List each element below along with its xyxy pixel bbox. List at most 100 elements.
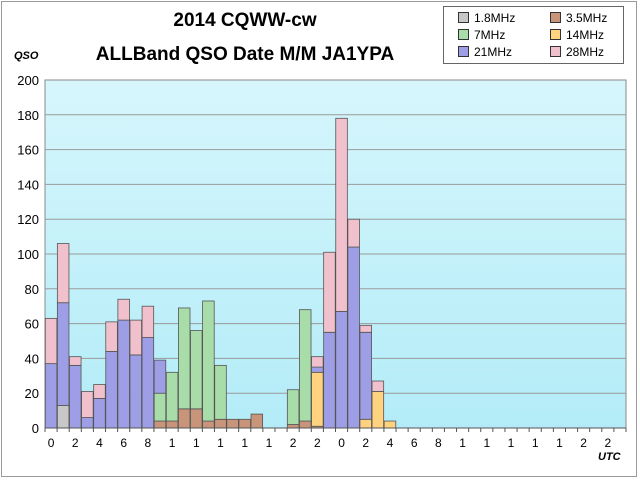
bar-segment-3-5mhz: [153, 420, 167, 429]
bar-segment-3-5mhz: [202, 420, 215, 429]
bar-segment-28mhz: [311, 356, 324, 368]
bar-segment-21mhz: [347, 246, 360, 429]
bar-segment-28mhz: [56, 243, 70, 304]
x-tick-label: 2: [580, 436, 587, 450]
x-tick-label: 4: [387, 436, 394, 450]
bar-segment-28mhz: [323, 251, 336, 333]
legend-item: 3.5MHz: [550, 11, 607, 25]
legend-swatch: [550, 46, 561, 57]
bar-segment-3-5mhz: [165, 420, 179, 429]
legend-swatch: [550, 12, 561, 23]
y-tick-label: 120: [17, 212, 39, 227]
x-tick-label: 1: [532, 436, 539, 450]
x-tick-label: 6: [120, 436, 127, 450]
bar-segment-21mhz: [93, 398, 106, 429]
bar-segment-14mhz: [383, 420, 397, 429]
bar-segment-28mhz: [371, 380, 385, 392]
x-ticks: 0 2 4 6 8 1 1 1 1 1 2 2 0 2 4 6 8 1 1 1 1 1 2 2: [44, 427, 627, 450]
y-tick-label: 200: [17, 73, 39, 88]
bar-segment-3-5mhz: [190, 408, 203, 429]
bar-segment-21mhz: [117, 319, 130, 429]
y-tick-label: 20: [25, 386, 39, 401]
x-tick-label: 2: [290, 436, 297, 450]
bar-segment-3-5mhz: [177, 408, 191, 429]
bar-segment-21mhz: [323, 331, 336, 429]
x-tick-label: 1: [217, 436, 224, 450]
legend-item: 7MHz: [458, 28, 505, 42]
y-tick-label: 100: [17, 247, 39, 262]
y-tick-label: 180: [17, 108, 39, 123]
bar-segment-28mhz: [347, 218, 360, 248]
bar-segment-21mhz: [44, 363, 58, 429]
x-tick-label: 1: [266, 436, 273, 450]
x-tick-label: 2: [72, 436, 79, 450]
x-tick-label: 4: [96, 436, 103, 450]
bar-segment-28mhz: [359, 324, 372, 333]
x-tick-label: 2: [362, 436, 369, 450]
legend-swatch: [550, 29, 561, 40]
bar-segment-21mhz: [56, 302, 70, 406]
legend-label: 1.8MHz: [474, 11, 516, 25]
bar-segment-14mhz: [311, 371, 324, 427]
bar-segment-28mhz: [69, 356, 82, 366]
bar-segment-7mhz: [177, 307, 191, 410]
bar-segment-7mhz: [299, 309, 312, 422]
bar-segment-28mhz: [129, 319, 142, 356]
bar-segment-21mhz: [69, 364, 82, 429]
x-tick-label: 1: [508, 436, 515, 450]
x-tick-label: 8: [435, 436, 442, 450]
legend-item: 28MHz: [550, 45, 604, 59]
y-tick-label: 160: [17, 143, 39, 158]
bar-segment-28mhz: [44, 317, 58, 365]
y-tick-label: 0: [32, 421, 39, 436]
x-tick-label: 6: [411, 436, 418, 450]
x-tick-label: 1: [459, 436, 466, 450]
chart-title: 2014 CQWW-cw: [173, 10, 317, 31]
bar-segment-28mhz: [93, 384, 106, 399]
bar-segment-21mhz: [129, 354, 142, 429]
x-axis-label: UTC: [598, 451, 621, 463]
bar-segment-3-5mhz: [299, 420, 312, 429]
legend-swatch: [458, 46, 469, 57]
bar-segment-14mhz: [371, 391, 385, 429]
x-tick-label: 1: [556, 436, 563, 450]
bar-segment-14mhz: [359, 418, 372, 429]
bar-segment-28mhz: [335, 117, 348, 312]
y-tick-label: 80: [25, 282, 39, 297]
bar-segment-21mhz: [153, 359, 167, 394]
bar-segment-3-5mhz: [250, 413, 264, 429]
bar-segment-1-8mhz: [56, 404, 70, 429]
x-tick-label: 1: [241, 436, 248, 450]
bar-segment-28mhz: [81, 391, 94, 418]
bar-segment-28mhz: [105, 321, 118, 352]
legend-swatch: [458, 12, 469, 23]
legend-label: 21MHz: [474, 45, 513, 59]
bar-segment-7mhz: [153, 392, 167, 422]
legend-item: 1.8MHz: [458, 11, 515, 25]
bar-segment-28mhz: [117, 298, 130, 321]
bar-segment-7mhz: [190, 330, 203, 410]
bar-segment-21mhz: [141, 337, 155, 429]
bar-segment-7mhz: [202, 300, 215, 422]
y-axis-label: QSO: [14, 50, 39, 62]
bar-segment-7mhz: [286, 389, 300, 425]
bar-segment-21mhz: [311, 366, 324, 373]
bar-segment-7mhz: [165, 371, 179, 422]
x-tick-label: 0: [338, 436, 345, 450]
bar-segment-21mhz: [81, 417, 94, 429]
x-tick-label: 2: [314, 436, 321, 450]
x-tick-label: 2: [605, 436, 612, 450]
y-ticks: 0 20 40 60 80 100 120 140 160 180 200: [17, 73, 39, 436]
bar-segment-3-5mhz: [214, 418, 227, 429]
bar-segment-3-5mhz: [238, 418, 251, 429]
bar-segment-3-5mhz: [226, 418, 239, 429]
bar-segment-21mhz: [335, 311, 348, 429]
x-tick-label: 1: [483, 436, 490, 450]
y-tick-label: 60: [25, 317, 39, 332]
legend-label: 3.5MHz: [566, 11, 608, 25]
legend-item: 14MHz: [550, 28, 604, 42]
x-tick-label: 1: [193, 436, 200, 450]
chart-subtitle: ALLBand QSO Date M/M JA1YPA: [95, 44, 395, 65]
legend-swatch: [458, 29, 469, 40]
